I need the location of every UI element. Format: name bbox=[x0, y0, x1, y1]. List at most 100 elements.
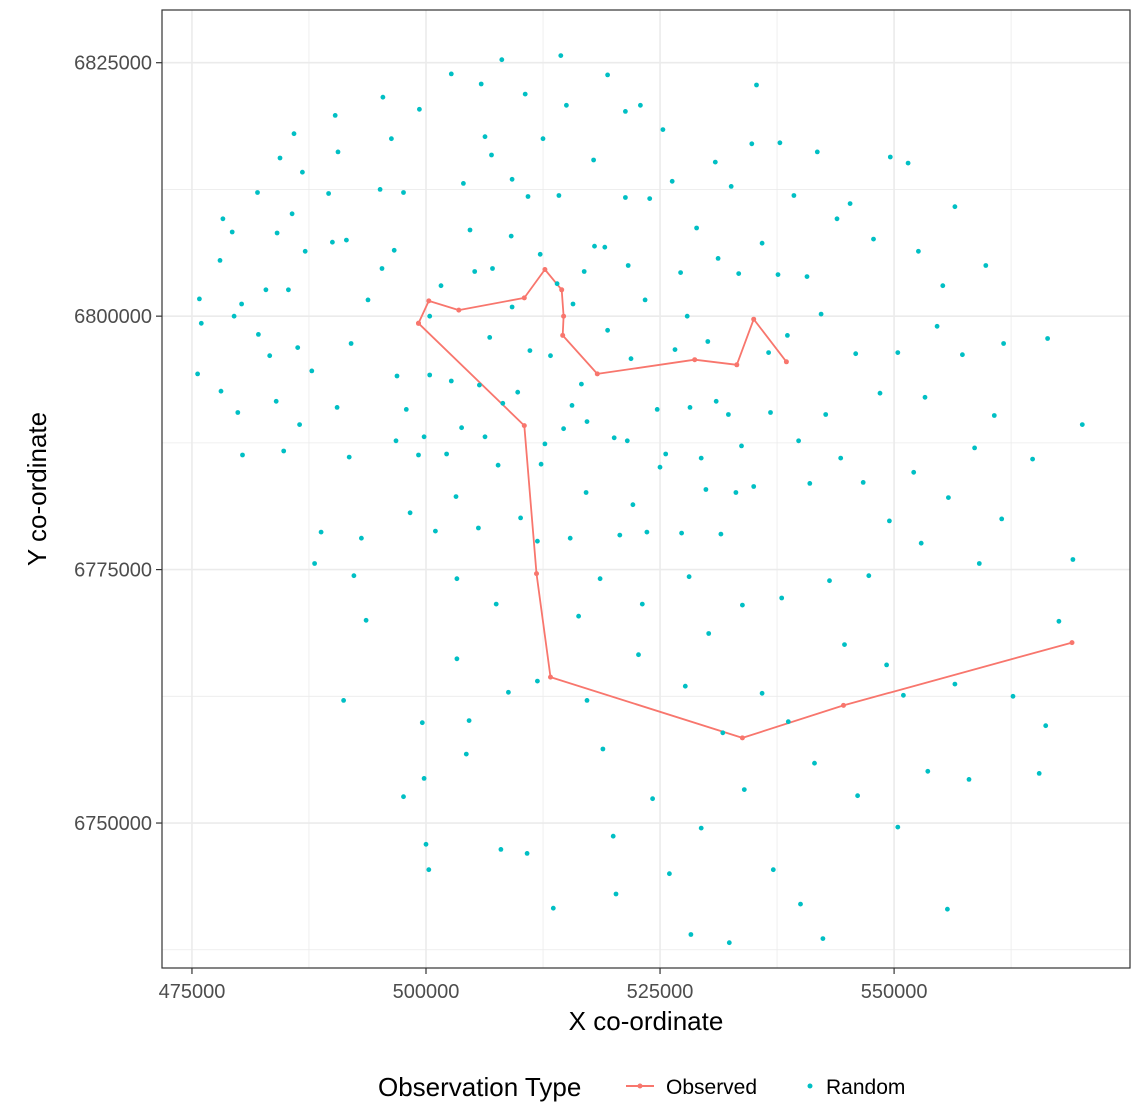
random-point bbox=[255, 190, 260, 195]
random-point bbox=[842, 642, 847, 647]
random-point bbox=[759, 240, 765, 246]
random-point bbox=[770, 867, 776, 873]
random-point bbox=[647, 196, 653, 202]
random-point bbox=[838, 455, 844, 461]
random-point bbox=[348, 341, 354, 346]
panel-border bbox=[161, 9, 1131, 969]
random-point bbox=[682, 683, 688, 689]
observed-point bbox=[739, 735, 745, 741]
random-point bbox=[380, 94, 386, 100]
random-point bbox=[198, 320, 204, 326]
random-point bbox=[654, 407, 660, 412]
legend-random-point bbox=[807, 1083, 813, 1089]
random-point bbox=[524, 851, 530, 856]
observed-point bbox=[548, 674, 553, 680]
random-point bbox=[466, 718, 472, 723]
random-point bbox=[610, 833, 616, 839]
random-point bbox=[1036, 771, 1042, 776]
y-tick-label: 6750000 bbox=[74, 813, 152, 835]
random-point bbox=[726, 412, 731, 417]
random-point bbox=[834, 216, 840, 222]
random-point bbox=[419, 720, 425, 726]
random-point bbox=[720, 730, 726, 736]
observed-point bbox=[1069, 640, 1075, 646]
random-point bbox=[309, 368, 315, 374]
random-point bbox=[570, 301, 576, 307]
random-point bbox=[766, 350, 771, 355]
random-point bbox=[525, 194, 531, 199]
random-point bbox=[940, 283, 946, 289]
random-point bbox=[759, 690, 765, 696]
observed-point bbox=[521, 423, 527, 429]
random-point bbox=[733, 490, 739, 495]
random-point bbox=[945, 906, 950, 912]
random-point bbox=[318, 529, 324, 535]
random-point bbox=[698, 455, 704, 461]
random-point bbox=[332, 113, 338, 118]
random-point bbox=[334, 405, 340, 410]
y-axis-title: Y co-ordinate bbox=[22, 412, 52, 566]
random-point bbox=[991, 413, 997, 418]
random-point bbox=[791, 193, 797, 198]
random-point bbox=[686, 574, 692, 580]
random-point bbox=[515, 389, 521, 395]
random-point bbox=[669, 178, 675, 184]
random-point bbox=[273, 398, 279, 404]
random-point bbox=[379, 266, 385, 271]
random-point bbox=[812, 760, 817, 766]
random-series bbox=[195, 53, 1085, 946]
random-point bbox=[344, 237, 349, 243]
observed-point bbox=[692, 357, 698, 363]
random-point bbox=[678, 270, 683, 275]
random-point bbox=[613, 891, 619, 897]
random-point bbox=[489, 152, 494, 158]
random-point bbox=[433, 528, 438, 534]
random-point bbox=[527, 348, 533, 353]
random-point bbox=[548, 353, 553, 359]
random-point bbox=[925, 768, 931, 774]
random-point bbox=[798, 901, 803, 907]
random-point bbox=[698, 825, 704, 831]
random-point bbox=[330, 239, 335, 245]
random-point bbox=[300, 169, 305, 175]
legend-observed-label: Observed bbox=[666, 1076, 757, 1099]
random-point bbox=[663, 451, 669, 457]
observed-point bbox=[561, 313, 567, 319]
observed-point bbox=[594, 371, 600, 377]
random-point bbox=[1070, 557, 1076, 562]
random-point bbox=[1010, 693, 1016, 699]
random-point bbox=[1030, 456, 1035, 462]
random-point bbox=[291, 131, 297, 137]
random-point bbox=[739, 443, 744, 449]
random-point bbox=[624, 438, 630, 444]
random-point bbox=[490, 266, 495, 271]
random-point bbox=[218, 388, 224, 394]
random-point bbox=[564, 102, 569, 108]
observed-point bbox=[559, 287, 565, 293]
random-point bbox=[901, 692, 906, 698]
random-point bbox=[256, 332, 261, 337]
observed-series bbox=[416, 267, 1075, 741]
random-point bbox=[718, 531, 724, 537]
random-point bbox=[556, 193, 562, 198]
random-point bbox=[561, 426, 566, 432]
random-point bbox=[877, 390, 883, 396]
random-point bbox=[584, 419, 590, 424]
random-point bbox=[274, 230, 280, 236]
random-point bbox=[277, 155, 283, 161]
random-point bbox=[715, 256, 721, 261]
random-point bbox=[905, 160, 911, 166]
random-point bbox=[500, 400, 506, 406]
random-point bbox=[537, 251, 543, 257]
random-point bbox=[495, 462, 501, 468]
random-point bbox=[623, 109, 628, 114]
random-point bbox=[740, 602, 745, 608]
random-point bbox=[535, 678, 540, 684]
observed-point bbox=[560, 332, 566, 338]
random-point bbox=[522, 91, 528, 97]
random-point bbox=[302, 248, 308, 254]
random-point bbox=[558, 53, 564, 58]
random-point bbox=[423, 841, 429, 847]
random-point bbox=[426, 867, 432, 873]
legend-random-label: Random bbox=[826, 1076, 905, 1099]
